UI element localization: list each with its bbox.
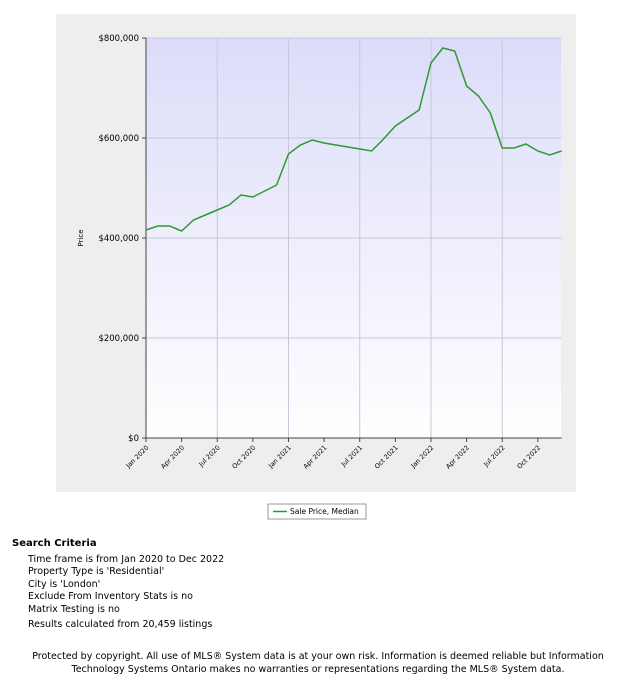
- criteria-item: Property Type is 'Residential': [28, 566, 165, 578]
- criteria-title: Search Criteria: [12, 538, 97, 549]
- legend-label: Sale Price, Median: [290, 507, 359, 516]
- chart: Price $0 $200,000 $400,000 $600,000 $800,000…: [56, 14, 576, 520]
- criteria-item: Results calculated from 20,459 listings: [28, 619, 213, 631]
- criteria-item: Exclude From Inventory Stats is no: [28, 591, 193, 603]
- line-series: [145, 47, 562, 232]
- search-criteria: Search Criteria Time frame is from Jan 2…: [12, 538, 224, 631]
- y-tick-label: $0: [128, 434, 139, 444]
- criteria-item: Time frame is from Jan 2020 to Dec 2022: [28, 554, 225, 565]
- footer: Protected by copyright. All use of MLS® …: [32, 651, 604, 675]
- criteria-item: Matrix Testing is no: [28, 603, 120, 615]
- y-tick-label: $200,000: [98, 334, 139, 344]
- y-tick-label: $800,000: [98, 34, 139, 44]
- y-tick-label: $600,000: [98, 134, 139, 144]
- criteria-item: City is 'London': [28, 578, 101, 590]
- y-tick-label: $400,000: [98, 234, 139, 244]
- legend: [267, 503, 367, 520]
- y-axis-title: Price: [77, 229, 85, 246]
